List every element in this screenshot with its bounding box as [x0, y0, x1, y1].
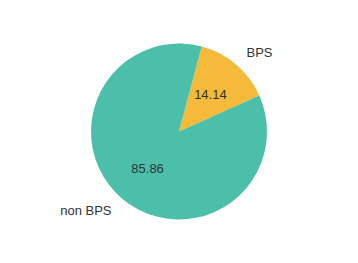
svg-text:14.14: 14.14 [194, 87, 227, 102]
svg-text:BPS: BPS [246, 45, 272, 60]
svg-text:85.86: 85.86 [131, 161, 164, 176]
svg-text:non BPS: non BPS [60, 203, 112, 218]
